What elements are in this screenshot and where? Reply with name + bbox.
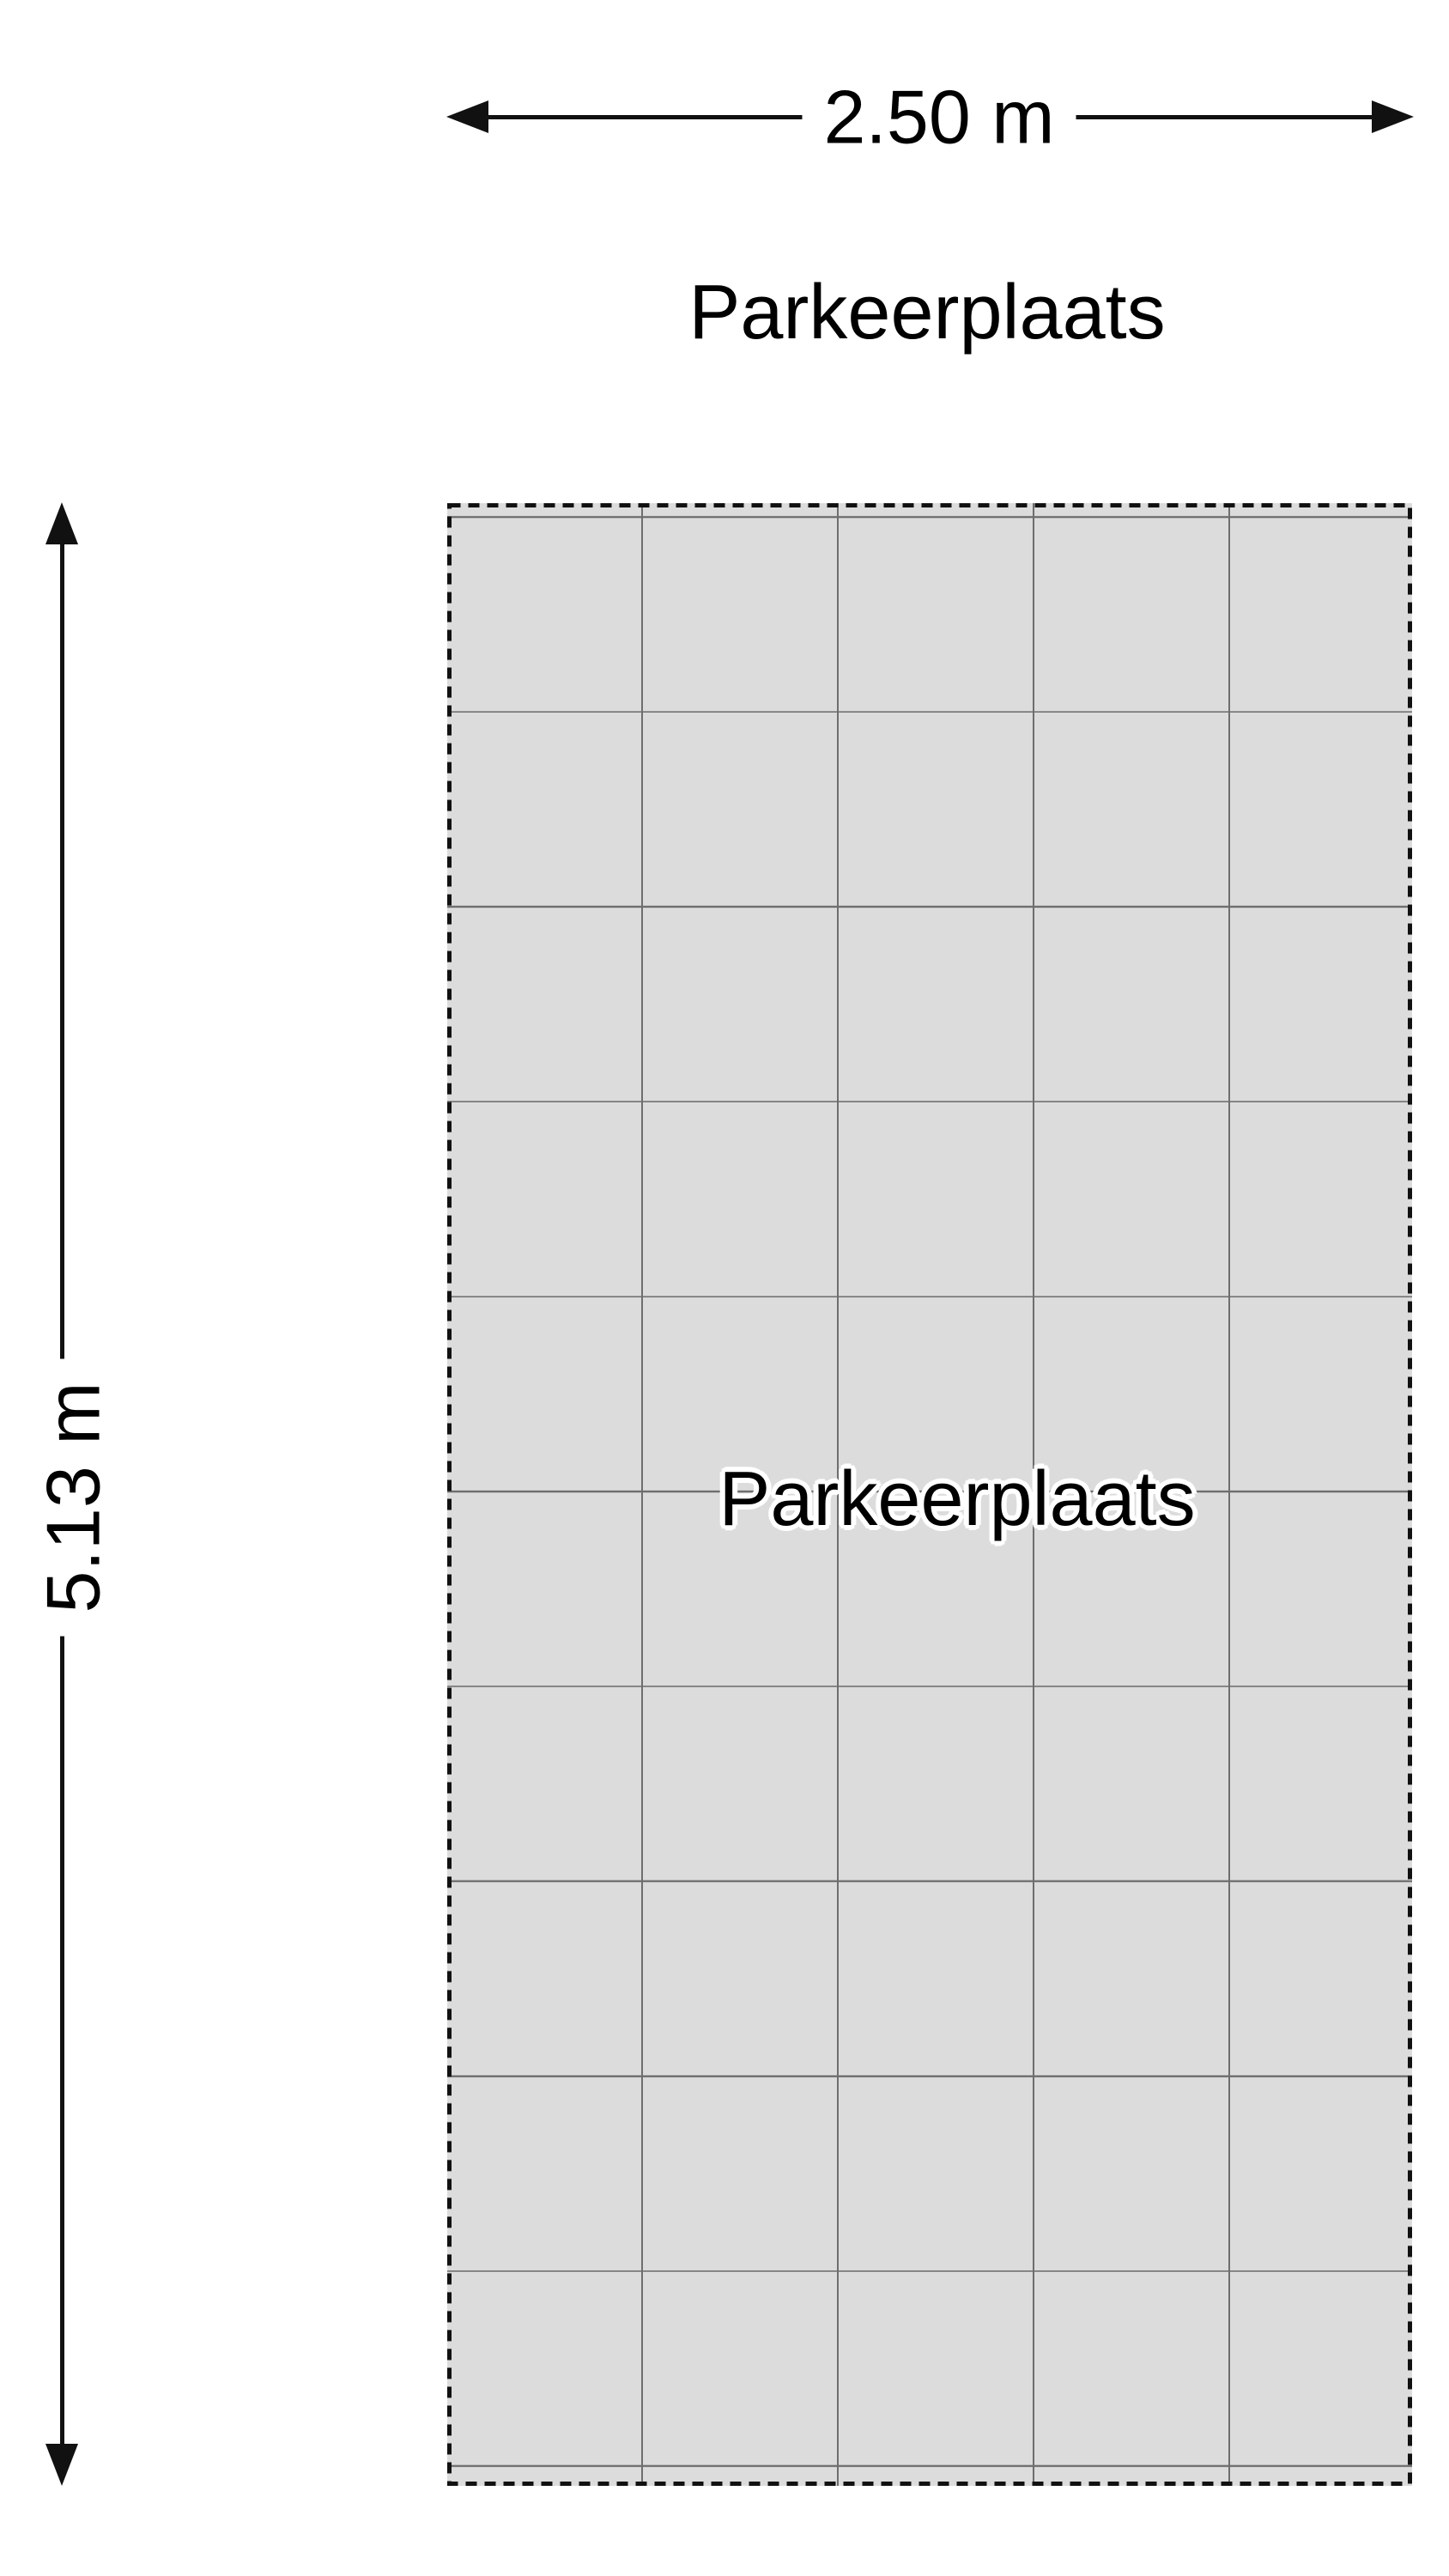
parking-area: [447, 503, 1412, 2486]
width-dimension-label: 2.50 m: [802, 73, 1076, 161]
arrowhead-up-icon: [45, 502, 78, 544]
parking-area-dashed-border: [447, 503, 1412, 2486]
arrowhead-left-icon: [446, 100, 488, 133]
parking-area-label: Parkeerplaats: [718, 1456, 1196, 1542]
arrowhead-down-icon: [45, 2444, 78, 2486]
arrowhead-right-icon: [1372, 100, 1414, 133]
page-title: Parkeerplaats: [688, 270, 1166, 355]
height-dimension-label: 5.13 m: [29, 1358, 117, 1637]
